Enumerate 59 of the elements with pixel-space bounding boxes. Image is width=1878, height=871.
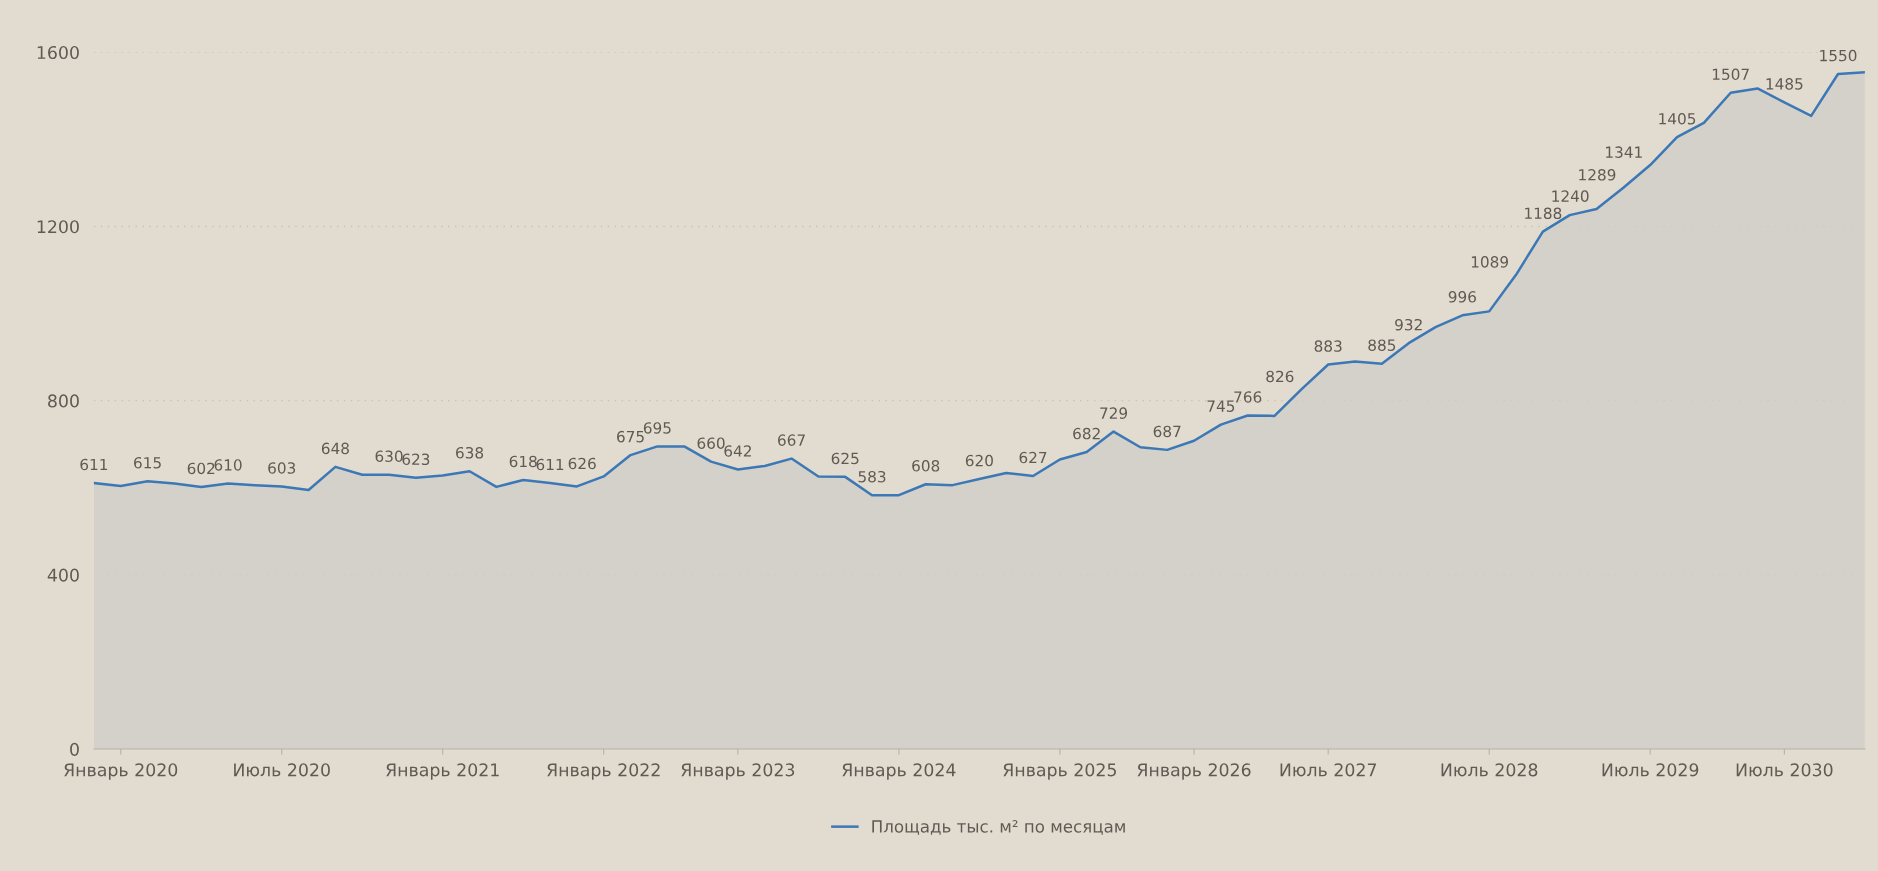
data-label: 610 (214, 459, 242, 471)
data-label: 766 (1234, 391, 1262, 403)
data-label: 603 (268, 462, 296, 474)
data-label: 996 (1448, 291, 1476, 303)
data-label: 695 (643, 422, 671, 434)
data-label: 1485 (1766, 78, 1803, 90)
data-label: 626 (568, 457, 596, 470)
data-label: 627 (1019, 451, 1047, 464)
data-label: 1507 (1712, 68, 1749, 81)
data-label: 1405 (1659, 112, 1696, 125)
data-label: 620 (965, 454, 993, 467)
x-tick-label: Январь 2021 (386, 763, 499, 780)
data-label: 826 (1266, 370, 1294, 383)
x-tick-label: Июль 2030 (1736, 763, 1833, 777)
x-tick-label: Июль 2028 (1441, 763, 1538, 777)
data-label: 642 (724, 445, 751, 457)
y-tick-label: 1600 (37, 45, 79, 60)
data-label: 625 (831, 452, 859, 465)
data-label: 667 (778, 434, 805, 446)
x-tick-label: Январь 2022 (547, 763, 660, 780)
data-label: 618 (509, 455, 537, 468)
y-tick-label: 0 (70, 742, 79, 756)
data-label: 682 (1073, 427, 1100, 440)
data-label: 615 (134, 456, 161, 469)
data-label: 729 (1100, 407, 1128, 419)
y-tick-label: 1200 (37, 220, 79, 234)
data-label: 1289 (1579, 169, 1616, 181)
data-label: 1341 (1606, 146, 1642, 158)
x-tick-label: Июль 2029 (1602, 763, 1699, 777)
data-label: 611 (80, 458, 108, 471)
data-label: 648 (321, 442, 349, 455)
data-label: 638 (456, 446, 484, 459)
x-tick-label: Июль 2027 (1280, 763, 1377, 777)
y-tick-label: 400 (47, 568, 79, 582)
legend-label: Площадь тыс. м² по месяцам (872, 820, 1125, 835)
data-label: 1550 (1820, 49, 1857, 62)
x-tick-label: Январь 2020 (64, 763, 178, 780)
x-tick-label: Январь 2026 (1137, 763, 1251, 780)
data-label: 602 (187, 462, 215, 475)
x-tick-label: Июль 2020 (234, 763, 330, 777)
data-label: 1188 (1525, 207, 1562, 219)
data-label: 932 (1395, 318, 1422, 331)
x-tick-label: Январь 2025 (1003, 763, 1116, 780)
data-label: 608 (912, 460, 940, 472)
data-label: 745 (1207, 400, 1235, 412)
data-label: 1240 (1552, 190, 1589, 202)
data-label: 687 (1153, 425, 1181, 438)
data-label: 623 (402, 453, 430, 466)
x-tick-label: Январь 2024 (842, 763, 956, 780)
x-tick-label: Январь 2023 (681, 763, 795, 780)
data-label: 583 (858, 470, 886, 483)
data-label: 1089 (1471, 256, 1509, 268)
data-label: 885 (1368, 339, 1396, 351)
data-label: 675 (617, 430, 644, 443)
data-label: 883 (1314, 340, 1342, 352)
data-label: 611 (536, 458, 564, 471)
data-label: 630 (375, 450, 403, 463)
y-tick-label: 800 (48, 394, 79, 408)
data-label: 660 (697, 437, 725, 449)
